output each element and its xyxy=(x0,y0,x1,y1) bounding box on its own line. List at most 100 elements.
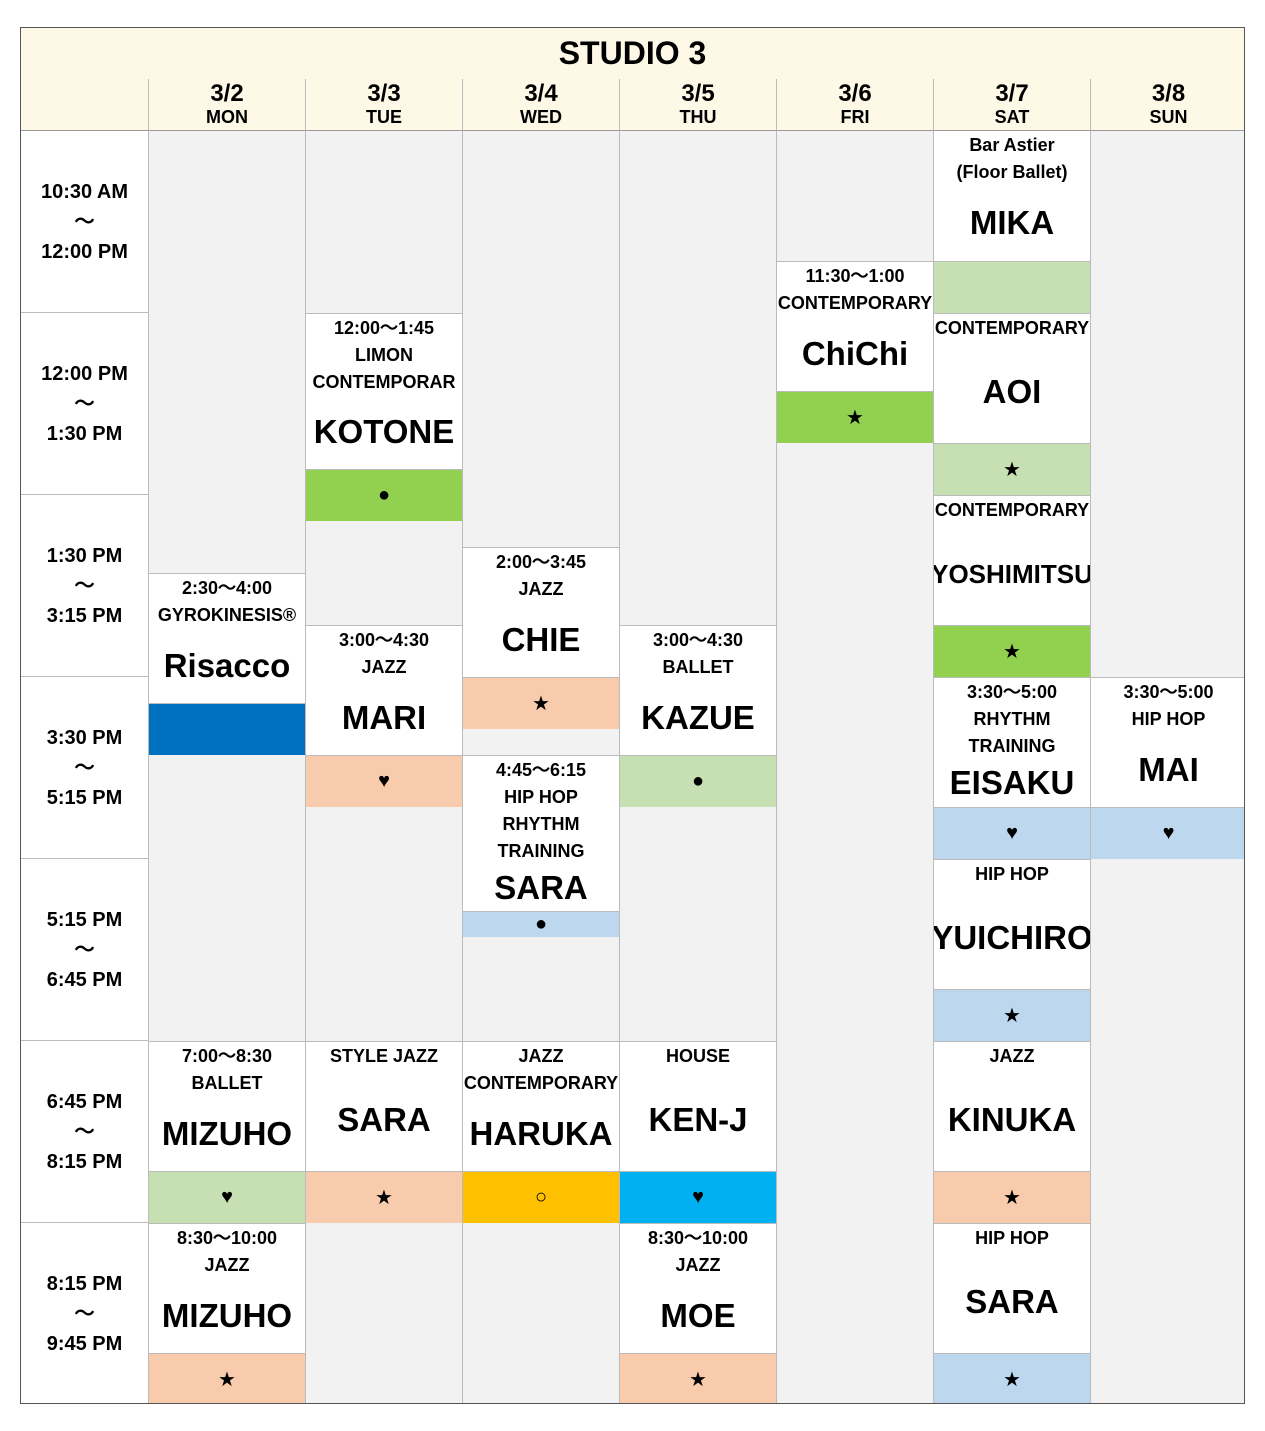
day-date: 3/4 xyxy=(524,80,558,107)
class-block[interactable]: 8:30～10:00 JAZZ MOE xyxy=(620,1223,776,1353)
class-block[interactable]: JAZZ KINUKA xyxy=(934,1041,1090,1171)
time-end: 5:15 PM xyxy=(46,786,123,809)
class-level-bar: ♥ xyxy=(620,1171,776,1223)
heart-icon: ♥ xyxy=(692,1186,704,1208)
class-block[interactable]: HOUSE KEN-J xyxy=(620,1041,776,1171)
instructor-name: ChiChi xyxy=(801,334,909,372)
day-header-wed: 3/4 WED xyxy=(462,79,619,131)
time-end: 6:45 PM xyxy=(46,968,123,991)
class-info-line: JAZZ xyxy=(518,1046,564,1066)
time-slot: 6:45 PM ～ 8:15 PM xyxy=(21,1041,148,1223)
class-info-line: 3:30～5:00 xyxy=(966,682,1058,702)
class-block[interactable]: 3:30～5:00 RHYTHM TRAINING EISAKU xyxy=(934,677,1090,807)
instructor-name: MIKA xyxy=(969,204,1055,241)
class-level-bar: ★ xyxy=(777,391,933,443)
class-block[interactable]: 11:30～1:00 CONTEMPORARY ChiChi xyxy=(777,261,933,391)
star-icon: ★ xyxy=(1003,641,1021,663)
class-block[interactable]: 4:45～6:15 HIP HOP RHYTHM TRAINING SARA xyxy=(463,755,619,911)
time-end: 3:15 PM xyxy=(46,604,123,627)
class-block[interactable]: 3:00～4:30 BALLET KAZUE xyxy=(620,625,776,755)
class-info-line: GYROKINESIS® xyxy=(157,605,297,625)
class-block[interactable]: CONTEMPORARY AOI xyxy=(934,313,1090,443)
instructor-name: MAI xyxy=(1138,750,1199,788)
instructor-name: KINUKA xyxy=(947,1101,1077,1138)
class-info-line: STYLE JAZZ xyxy=(329,1046,438,1066)
class-level-bar: ★ xyxy=(463,677,619,729)
class-level-bar: ● xyxy=(620,755,776,807)
time-sep: ～ xyxy=(74,938,95,961)
time-sep: ～ xyxy=(74,392,95,415)
time-end: 1:30 PM xyxy=(46,422,123,445)
class-level-bar: ★ xyxy=(149,1353,305,1403)
star-icon: ★ xyxy=(689,1369,707,1391)
class-info-line: 3:00～4:30 xyxy=(652,630,744,650)
time-sep: ～ xyxy=(74,1120,95,1143)
day-weekday: TUE xyxy=(366,107,402,127)
class-info-line: CONTEMPORARY xyxy=(934,500,1090,520)
class-info-line: 4:45～6:15 xyxy=(495,760,587,780)
time-start: 12:00 PM xyxy=(41,362,128,385)
class-info-line: LIMON xyxy=(355,345,413,365)
class-info-line: 12:00～1:45 xyxy=(333,318,435,338)
class-block[interactable]: 8:30～10:00 JAZZ MIZUHO xyxy=(149,1223,305,1353)
class-info-line: 8:30～10:00 xyxy=(647,1228,749,1248)
instructor-name: AOI xyxy=(982,373,1042,410)
time-slot: 8:15 PM ～ 9:45 PM xyxy=(21,1223,148,1403)
time-start: 10:30 AM xyxy=(40,180,129,203)
day-weekday: SAT xyxy=(994,107,1030,127)
class-block[interactable]: 2:00～3:45 JAZZ CHIE xyxy=(463,547,619,677)
star-icon: ★ xyxy=(218,1369,236,1391)
class-level-bar: ★ xyxy=(306,1171,462,1223)
heart-icon: ♥ xyxy=(378,770,390,792)
class-block[interactable]: 12:00～1:45 LIMON CONTEMPORAR KOTONE xyxy=(306,313,462,469)
class-block[interactable]: CONTEMPORARY YOSHIMITSU xyxy=(934,495,1090,625)
time-sep: ～ xyxy=(74,210,95,233)
time-start: 3:30 PM xyxy=(46,726,123,749)
instructor-name: MOE xyxy=(660,1296,736,1334)
time-end: 12:00 PM xyxy=(41,240,128,263)
class-level-bar: ★ xyxy=(934,443,1090,495)
instructor-name: SARA xyxy=(494,868,588,906)
class-info-line: CONTEMPORARY xyxy=(463,1073,619,1093)
class-info-line: JAZZ xyxy=(675,1255,721,1275)
class-block[interactable]: JAZZ CONTEMPORARY HARUKA xyxy=(463,1041,619,1171)
class-block[interactable]: 3:00～4:30 JAZZ MARI xyxy=(306,625,462,755)
day-header-sat: 3/7 SAT xyxy=(933,79,1090,131)
class-info-line: Bar Astier xyxy=(969,135,1055,155)
class-block[interactable]: HIP HOP YUICHIRO xyxy=(934,859,1090,989)
day-header-mon: 3/2 MON xyxy=(148,79,305,131)
studio-title: STUDIO 3 xyxy=(21,28,1244,80)
class-level-bar: ○ xyxy=(463,1171,619,1223)
class-block[interactable]: 3:30～5:00 HIP HOP MAI xyxy=(1091,677,1244,807)
class-info-line: TRAINING xyxy=(968,736,1056,756)
day-column xyxy=(305,131,462,1403)
class-info-line: 7:00～8:30 xyxy=(181,1046,273,1066)
circle-icon: ● xyxy=(691,770,705,792)
instructor-name: SARA xyxy=(965,1283,1059,1320)
time-end: 9:45 PM xyxy=(46,1332,123,1355)
day-header-sun: 3/8 SUN xyxy=(1090,79,1244,131)
class-info-line: JAZZ xyxy=(361,657,407,677)
heart-icon: ♥ xyxy=(221,1186,233,1208)
class-block[interactable]: 7:00～8:30 BALLET MIZUHO xyxy=(149,1041,305,1171)
class-block[interactable]: STYLE JAZZ SARA xyxy=(306,1041,462,1171)
time-sep: ～ xyxy=(74,574,95,597)
class-level-bar xyxy=(934,261,1090,313)
star-icon: ★ xyxy=(1003,1005,1021,1027)
class-info-line: CONTEMPORAR xyxy=(312,372,456,392)
class-block[interactable]: Bar Astier (Floor Ballet) MIKA xyxy=(934,131,1090,261)
day-column xyxy=(148,131,305,1403)
class-block[interactable]: 2:30～4:00 GYROKINESIS® Risacco xyxy=(149,573,305,703)
class-block[interactable]: HIP HOP SARA xyxy=(934,1223,1090,1353)
time-slot: 5:15 PM ～ 6:45 PM xyxy=(21,859,148,1041)
day-column xyxy=(462,131,619,1403)
instructor-name: YOSHIMITSU xyxy=(934,558,1090,589)
day-date: 3/5 xyxy=(681,80,715,107)
corner-cell xyxy=(21,79,148,131)
class-level-bar: ★ xyxy=(620,1353,776,1403)
class-info-line: RHYTHM xyxy=(502,814,580,834)
class-info-line: HIP HOP xyxy=(1131,709,1206,729)
class-info-line: TRAINING xyxy=(497,841,585,861)
instructor-name: MARI xyxy=(341,698,427,736)
